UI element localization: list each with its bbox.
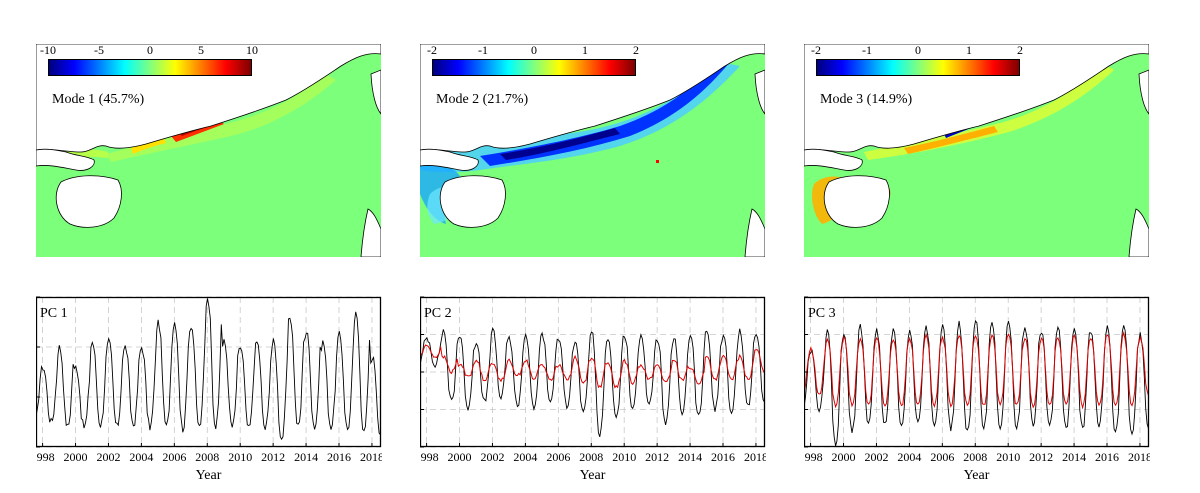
map-mode-1 [36, 44, 381, 257]
x-axis-label: Year [964, 468, 990, 483]
colorbar-tick: -2 [427, 44, 437, 57]
map-panel-mode-3: -2 -1 0 1 2 Mode 3 (14.9%) [804, 44, 1149, 257]
x-tick-label: 2008 [963, 450, 987, 464]
x-tick-label: 2014 [1062, 450, 1086, 464]
colorbar-tick: -1 [478, 44, 488, 57]
timeseries-panel-pc-2: -1-0.500.5119982000200220042006200820102… [397, 290, 768, 491]
pc-3-chart: -1-0.500.5119982000200220042006200820102… [781, 290, 1152, 483]
x-tick-label: 2006 [930, 450, 954, 464]
pc-title: PC 3 [808, 306, 836, 321]
x-tick-label: 2012 [645, 450, 669, 464]
x-tick-label: 2012 [1029, 450, 1053, 464]
x-tick-label: 2004 [897, 450, 921, 464]
x-axis-label: Year [580, 468, 606, 483]
x-tick-label: 2002 [864, 450, 888, 464]
mode-label: Mode 2 (21.7%) [436, 92, 529, 107]
x-tick-label: 1998 [804, 450, 823, 464]
mode-label: Mode 3 (14.9%) [820, 92, 913, 107]
colorbar-mode-3 [816, 59, 1020, 76]
colorbar-tick: 2 [1017, 44, 1023, 57]
x-tick-label: 2004 [129, 450, 153, 464]
series-line-pc-2 [420, 327, 765, 437]
series-line-pc-1 [36, 298, 381, 441]
x-tick-label: 2004 [513, 450, 537, 464]
map-panel-mode-1: -10 -5 0 5 10 Mode 1 (45.7%) [36, 44, 381, 257]
x-tick-label: 2014 [678, 450, 702, 464]
x-axis-label: Year [196, 468, 222, 483]
colorbar-tick: 0 [531, 44, 537, 57]
x-tick-label: 2002 [96, 450, 120, 464]
series-line-smoothed [420, 344, 765, 389]
colorbar-tick: 0 [915, 44, 921, 57]
x-tick-label: 2000 [64, 450, 88, 464]
x-tick-label: 2006 [546, 450, 570, 464]
x-tick-label: 2010 [996, 450, 1020, 464]
timeseries-panel-pc-3: -1-0.500.5119982000200220042006200820102… [781, 290, 1152, 491]
x-tick-label: 2012 [261, 450, 285, 464]
x-tick-label: 2008 [579, 450, 603, 464]
x-tick-label: 2016 [327, 450, 351, 464]
pc-1-chart: -0.500.511998200020022004200620082010201… [13, 290, 384, 483]
x-tick-label: 1998 [420, 450, 439, 464]
x-tick-label: 2002 [480, 450, 504, 464]
x-tick-label: 2010 [612, 450, 636, 464]
colorbar-tick: 5 [198, 44, 204, 57]
colorbar-tick: 2 [633, 44, 639, 57]
x-tick-label: 2006 [162, 450, 186, 464]
map-panel-mode-2: -2 -1 0 1 2 Mode 2 (21.7%) [420, 44, 765, 257]
colorbar-tick: -10 [40, 44, 56, 57]
colorbar-tick: -1 [862, 44, 872, 57]
timeseries-panel-pc-1: -0.500.511998200020022004200620082010201… [13, 290, 384, 491]
colorbar-tick: 1 [966, 44, 972, 57]
x-tick-label: 2010 [228, 450, 252, 464]
x-tick-label: 1998 [36, 450, 55, 464]
series-line-pc-3 [804, 319, 1149, 447]
pc-2-chart: -1-0.500.5119982000200220042006200820102… [397, 290, 768, 483]
colorbar-tick: -5 [94, 44, 104, 57]
x-tick-label: 2016 [1095, 450, 1119, 464]
mode-label: Mode 1 (45.7%) [52, 92, 145, 107]
pc-title: PC 1 [40, 306, 68, 321]
x-tick-label: 2000 [448, 450, 472, 464]
series-line-smoothed [804, 330, 1149, 410]
colorbar-tick: -2 [811, 44, 821, 57]
axes-frame [35, 296, 382, 448]
colorbar-mode-2 [432, 59, 636, 76]
colorbar-tick: 1 [582, 44, 588, 57]
colorbar-tick: 0 [147, 44, 153, 57]
x-tick-label: 2018 [744, 450, 766, 464]
colorbar-tick: 10 [246, 44, 258, 57]
x-tick-label: 2000 [832, 450, 856, 464]
x-tick-label: 2008 [195, 450, 219, 464]
colorbar-mode-1 [48, 59, 252, 76]
x-tick-label: 2018 [360, 450, 382, 464]
pc-title: PC 2 [424, 306, 452, 321]
x-tick-label: 2014 [294, 450, 318, 464]
x-tick-label: 2018 [1128, 450, 1150, 464]
x-tick-label: 2016 [711, 450, 735, 464]
